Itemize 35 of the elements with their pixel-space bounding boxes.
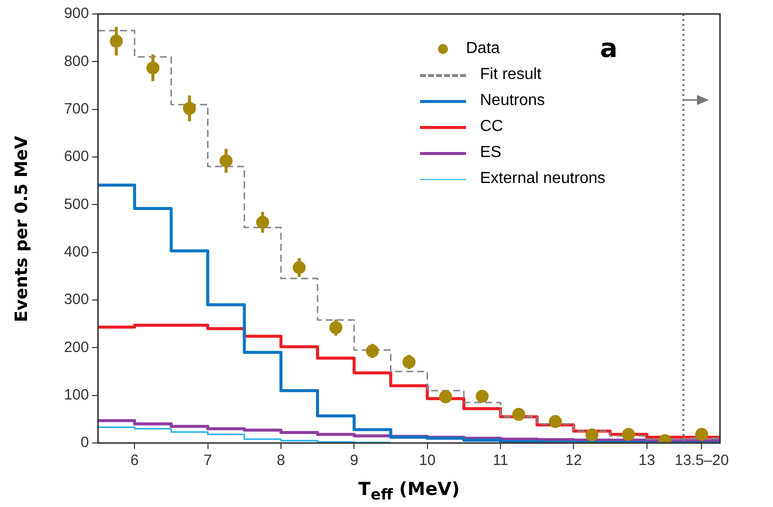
legend-label: CC [480,118,504,136]
y-tick-label: 200 [64,338,89,356]
y-tick-label: 500 [64,196,89,213]
point [585,428,598,442]
x-tick-label: 9 [350,452,358,470]
y-tick-label: 100 [64,386,89,404]
y-tick-label: 300 [64,291,89,308]
x-tick-label: 8 [276,452,286,470]
x-tick-label: 13.5–20 [674,452,729,470]
point [622,428,636,441]
point [695,428,708,441]
y-tick-label: 700 [64,100,89,118]
legend-label: Neutrons [480,92,545,110]
y-axis-title: Events per 0.5 MeV [12,135,32,322]
x-tick-label: 12 [565,452,582,470]
legend-label: Fit result [480,66,542,84]
y-tick-label: 900 [64,5,89,22]
x-tick-label: 7 [204,452,212,470]
x-axis-title: T$_{eff}$ (MeV) [358,479,460,504]
point [512,408,526,421]
x-tick-label: 11 [492,452,508,470]
legend-label: Data [466,40,500,58]
legend-label: External neutrons [480,170,606,188]
point [476,390,489,403]
y-tick-label: 600 [64,148,89,166]
point [439,390,452,404]
x-tick-label: 6 [130,452,139,470]
y-tick-label: 0 [80,434,89,452]
x-tick-label: 10 [418,452,436,470]
y-tick-label: 400 [64,243,89,260]
point [548,415,562,428]
annotation: a [600,34,618,64]
y-tick-label: 800 [64,52,89,70]
x-tick-label: 13 [638,452,656,470]
legend-label: ES [480,144,502,162]
